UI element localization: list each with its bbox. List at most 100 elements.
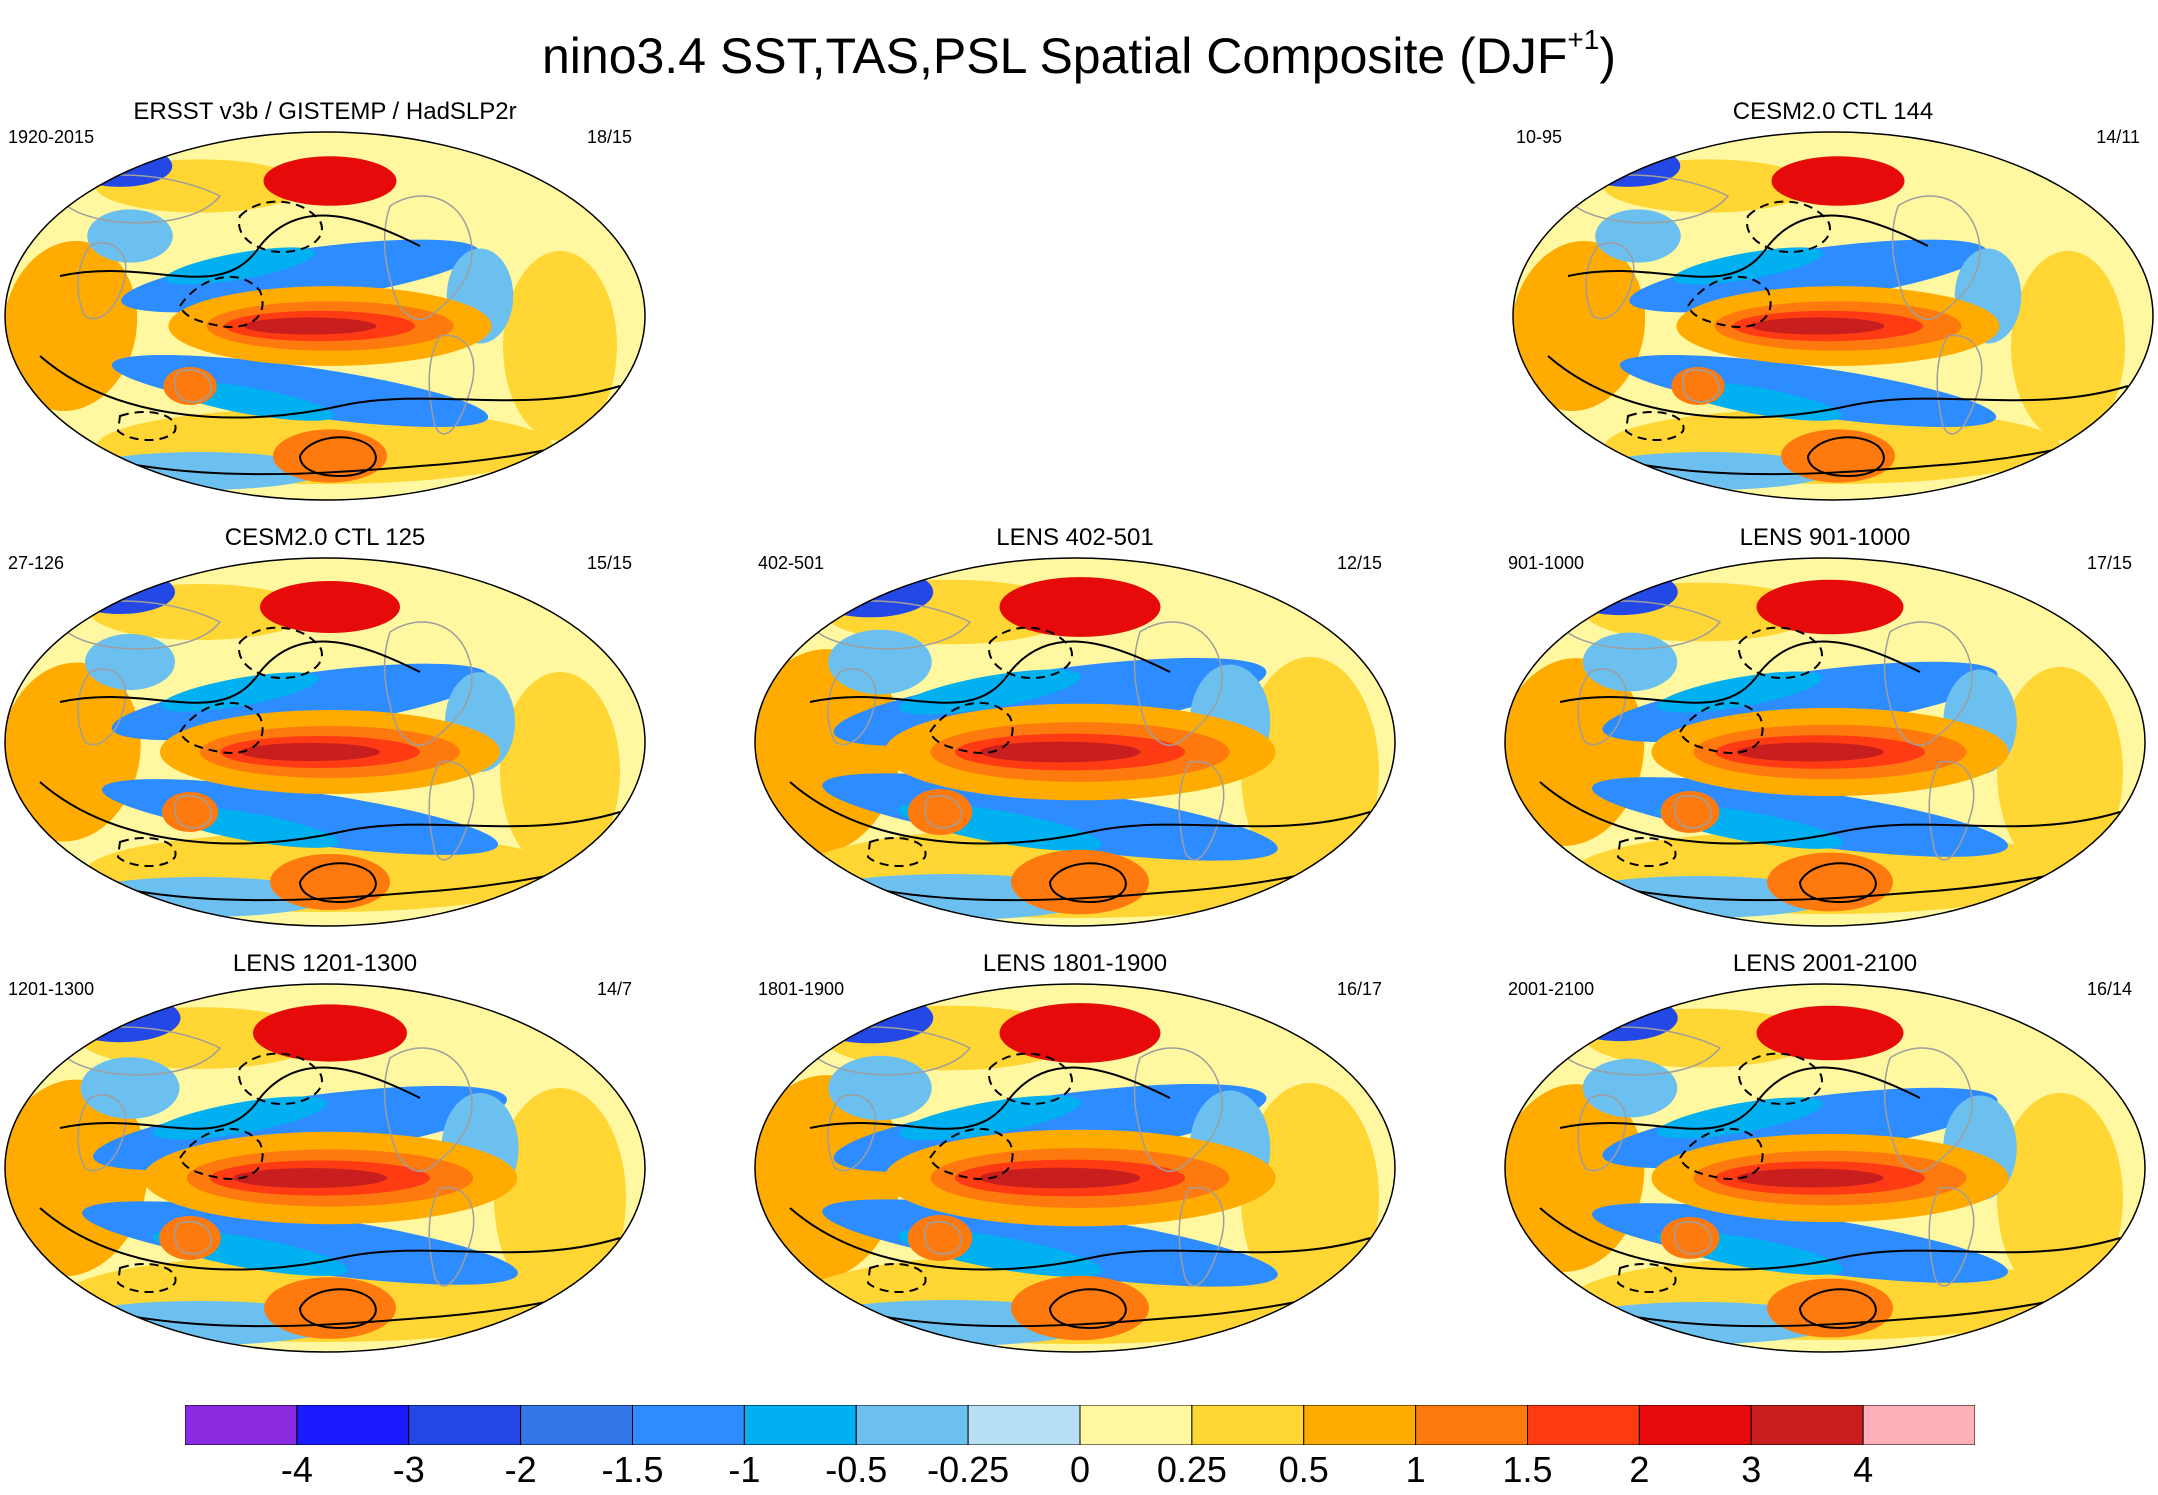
colorbar-tick-label: 0.25 [1156,1449,1227,1490]
panel-title: LENS 1801-1900 [982,950,1168,977]
warm-region-southern-pacific [1781,429,1895,483]
psl-contour-positive [1567,214,1929,278]
psl-contour-positive [298,862,377,904]
panel-counts: 14/7 [596,979,632,999]
warm-region-eurasia [5,241,138,411]
panel-cesm125: CESM2.0 CTL 125 27-126 15/15 [0,524,650,944]
psl-contour-negative [116,837,177,867]
continent-outline [1936,334,1983,435]
map-5 [4,983,646,1353]
cool-region-europe [85,634,175,690]
colorbar-swatch [1303,1405,1417,1445]
cool-region-europe [1595,209,1681,263]
psl-contour-positive [789,1207,1371,1271]
psl-contour-positive [1559,1066,1921,1130]
colorbar-swatch [520,1405,633,1445]
colorbar-swatch [632,1405,745,1445]
warm-region-canada [1756,1005,1904,1061]
panel-lens1801: LENS 1801-1900 1801-1900 16/17 [750,950,1400,1370]
colorbar-tick-label: 0 [1069,1449,1091,1490]
colorbar-tick-label: -0.25 [927,1449,1010,1490]
psl-contour-negative [1686,275,1772,328]
map-3 [754,557,1396,927]
panel-years: 1920-2015 [8,127,95,147]
psl-contour-negative [1616,1263,1677,1293]
map-border [1504,983,2146,1353]
continent-outline [1674,795,1712,829]
panel-title: ERSST v3b / GISTEMP / HadSLP2r [133,98,517,125]
colorbar-tick-label: -2 [504,1449,537,1490]
panel-years: 2001-2100 [1508,979,1595,999]
continent-outline [827,1094,877,1172]
warm-region-canada [1771,156,1905,206]
warm-region-atlantic [494,1088,626,1308]
continent-outline [383,621,473,746]
panel-title: LENS 2001-2100 [1732,950,1918,977]
continent-outline [1682,369,1720,403]
psl-contour-positive [1539,781,2121,845]
warm-tongue-core [979,1167,1141,1189]
warm-tongue-core [1736,742,1884,762]
map-1 [1512,131,2154,501]
continent-outline [1566,174,1730,224]
colorbar-swatch [1750,1405,1864,1445]
panel-counts: 16/14 [2086,979,2132,999]
map-border [1512,131,2154,501]
colorbar-swatch [1638,1405,1752,1445]
psl-contour-negative [178,1127,264,1180]
warm-tongue-core [240,743,380,761]
continent-outline [428,334,475,435]
panel-years: 1201-1300 [8,979,95,999]
warm-tongue-core [1736,1168,1884,1188]
psl-contour-positive [1048,1288,1127,1330]
panel-title: CESM2.0 CTL 125 [224,524,426,551]
panel-title: CESM2.0 CTL 144 [1732,98,1934,125]
cool-region-europe [1582,632,1678,692]
warm-tongue-core [979,741,1141,763]
psl-contour-positive [789,781,1371,845]
continent-outline [1883,1047,1973,1172]
continent-outline [1133,621,1223,746]
psl-contour-positive [39,1207,621,1271]
psl-contour-positive [1806,436,1885,478]
colorbar [185,1405,1975,1445]
colorbar-tick-label: 4 [1853,1449,1874,1490]
continent-outline [808,1026,972,1076]
continent-outline [1178,760,1225,861]
psl-contour-positive [59,1066,421,1130]
panel-counts: 12/15 [1336,553,1382,573]
colorbar-swatch [1527,1405,1640,1445]
psl-contour-positive [1048,862,1127,904]
psl-contour-negative [1738,1052,1823,1105]
warm-region-canada [260,581,400,633]
continent-outline [77,668,127,746]
cool-horseshoe-north [1629,239,1987,313]
warm-region-atlantic [503,251,617,441]
psl-contour-positive [1798,862,1877,904]
warm-tongue-core [243,317,377,335]
continent-outline [1577,668,1627,746]
continent-outline [174,795,212,829]
panel-title: LENS 1201-1300 [232,950,418,977]
psl-contour-negative [1616,837,1677,867]
psl-contour-positive [298,436,377,478]
psl-contour-negative [988,1052,1073,1105]
panel-title: LENS 901-1000 [1739,524,1911,551]
panel-title: LENS 402-501 [996,524,1154,551]
panel-years: 1801-1900 [758,979,845,999]
colorbar-tick-label: 0.5 [1278,1449,1329,1490]
continent-outline [808,600,972,650]
cool-region-europe [1582,1058,1678,1118]
colorbar-tick-label: -0.5 [825,1449,888,1490]
cool-region-arctic [59,993,181,1043]
warm-region-atlantic [2011,251,2125,441]
psl-contour-negative [178,275,264,328]
warm-tongue-core [233,1168,387,1188]
warm-tongue-core [1751,317,1885,335]
panel-counts: 16/17 [1336,979,1382,999]
continent-outline [58,1026,222,1076]
panel-cesm144: CESM2.0 CTL 144 10-95 14/11 [1508,98,2158,518]
warm-region-eurasia [5,662,141,842]
psl-contour-positive [809,1066,1171,1130]
figure-title: nino3.4 SST,TAS,PSL Spatial Composite (D… [541,24,1617,84]
